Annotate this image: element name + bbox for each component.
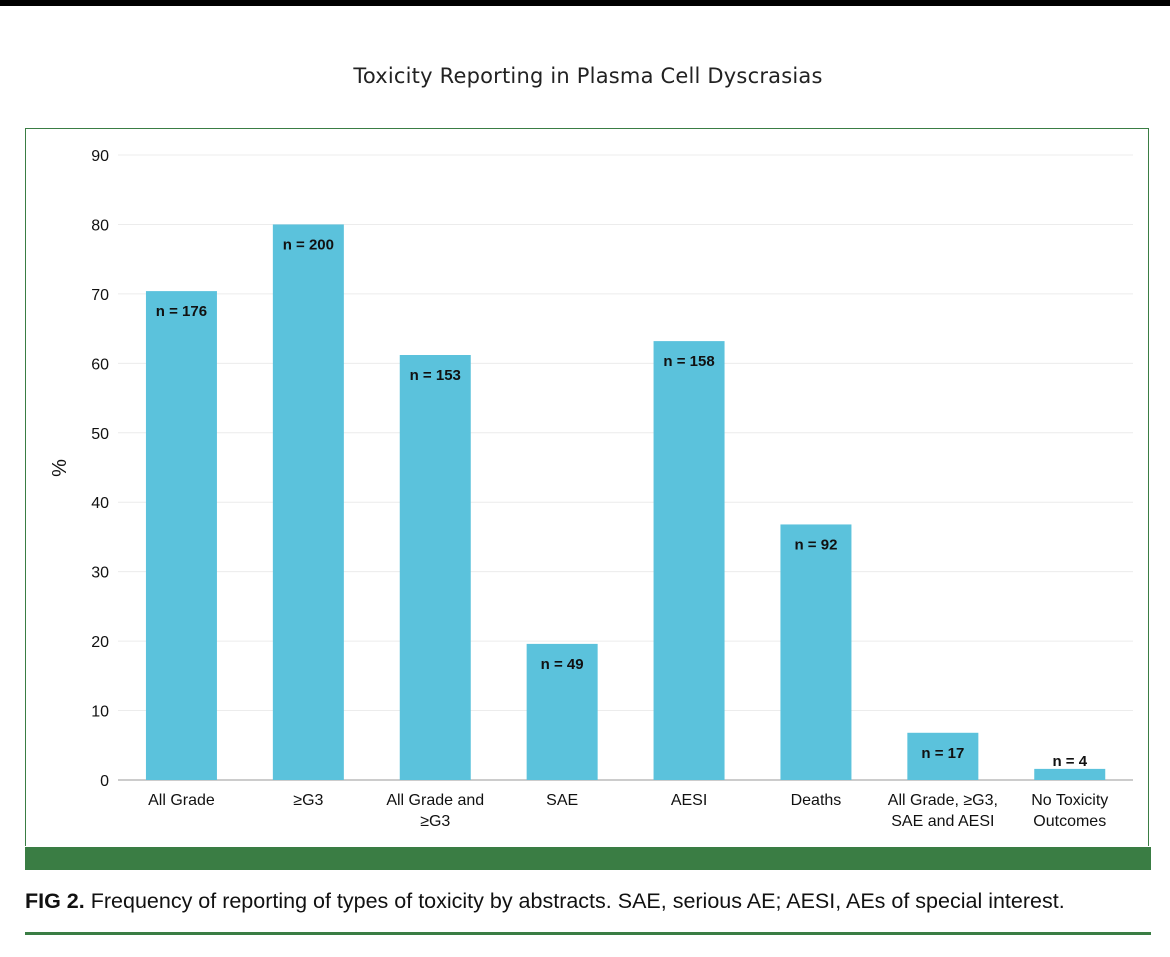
category-label: ≥G3 <box>420 813 450 830</box>
category-label: All Grade and <box>386 792 484 809</box>
data-label: n = 92 <box>794 536 837 553</box>
bar <box>526 643 598 780</box>
data-label: n = 200 <box>283 236 334 253</box>
y-tick-label: 70 <box>91 287 109 304</box>
y-tick-label: 30 <box>91 565 109 582</box>
caption-text: Frequency of reporting of types of toxic… <box>90 889 1065 913</box>
y-tick-labels: 0 10 20 30 40 50 60 70 80 90 <box>91 148 109 790</box>
y-tick-label: 80 <box>91 217 109 234</box>
figure-caption: FIG 2. Frequency of reporting of types of… <box>25 889 1165 914</box>
data-label: n = 176 <box>156 303 207 320</box>
chart-title: Toxicity Reporting in Plasma Cell Dyscra… <box>353 64 823 88</box>
bar <box>653 341 725 780</box>
gridlines <box>118 154 1133 781</box>
y-tick-label: 0 <box>100 773 109 790</box>
y-tick-label: 50 <box>91 426 109 443</box>
bar <box>145 291 217 780</box>
y-tick-label: 10 <box>91 704 109 721</box>
category-label: All Grade <box>148 792 215 809</box>
category-label: Outcomes <box>1033 813 1106 830</box>
y-tick-label: 60 <box>91 356 109 373</box>
bottom-rule <box>25 932 1151 935</box>
category-label: All Grade, ≥G3, <box>888 792 998 809</box>
category-labels: All Grade ≥G3 All Grade and ≥G3 SAE AESI Death… <box>148 792 1108 830</box>
bar <box>399 355 471 780</box>
data-label: n = 49 <box>541 656 584 673</box>
bars <box>145 224 1106 780</box>
category-label: AESI <box>671 792 707 809</box>
category-label: ≥G3 <box>293 792 323 809</box>
category-label: SAE and AESI <box>891 813 994 830</box>
data-label: n = 153 <box>410 367 461 384</box>
y-axis-label: % <box>49 459 71 477</box>
data-labels: n = 176 n = 200 n = 153 n = 49 n = 158 n = 92… <box>156 236 1088 769</box>
category-label: No Toxicity <box>1031 792 1108 809</box>
data-label: n = 17 <box>921 745 964 762</box>
bar <box>907 732 979 780</box>
bar <box>1034 768 1106 780</box>
y-tick-label: 20 <box>91 634 109 651</box>
caption-label: FIG 2. <box>25 889 85 913</box>
data-label: n = 4 <box>1052 753 1087 770</box>
y-tick-label: 40 <box>91 495 109 512</box>
green-footer-band <box>25 847 1151 870</box>
data-label: n = 158 <box>663 353 714 370</box>
bar <box>780 524 852 780</box>
category-label: Deaths <box>791 792 842 809</box>
bar <box>272 224 344 780</box>
y-tick-label: 90 <box>91 148 109 165</box>
top-rule <box>0 0 1170 6</box>
chart-frame <box>25 128 1149 846</box>
category-label: SAE <box>546 792 578 809</box>
